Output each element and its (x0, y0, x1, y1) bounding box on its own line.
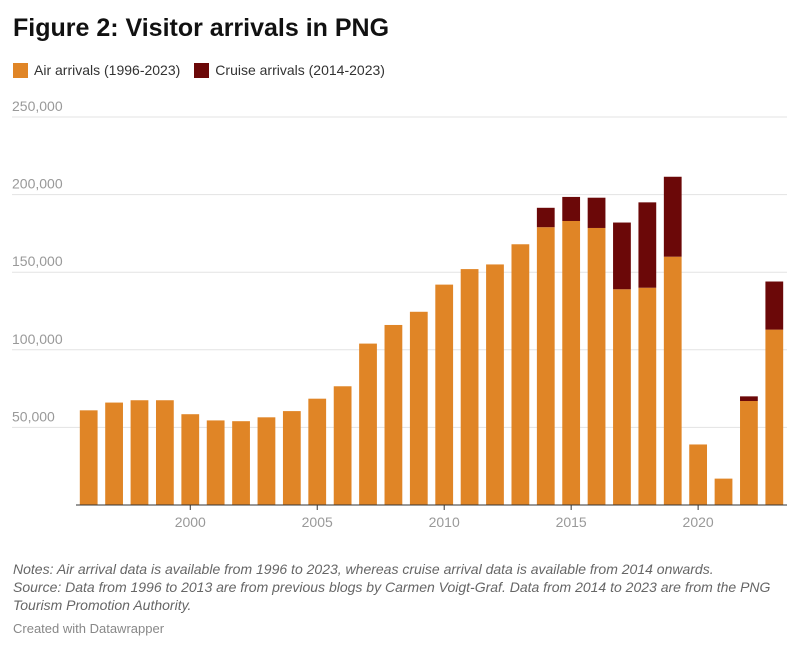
bar-air-2005 (308, 398, 327, 505)
bar-air-2016 (587, 227, 606, 505)
bar-air-1998 (130, 400, 149, 505)
legend-item-cruise: Cruise arrivals (2014-2023) (194, 62, 385, 78)
bar-air-2009 (409, 311, 428, 505)
bar-air-1999 (155, 400, 174, 505)
bar-cruise-2014 (536, 207, 555, 228)
y-tick-label: 50,000 (12, 408, 55, 424)
chart-notes: Notes: Air arrival data is available fro… (13, 560, 788, 614)
bar-air-2012 (486, 264, 504, 505)
notes-line-1: Notes: Air arrival data is available fro… (13, 561, 714, 577)
chart-title: Figure 2: Visitor arrivals in PNG (13, 14, 390, 42)
x-tick-label: 2000 (175, 514, 206, 530)
grid-lines (12, 116, 787, 428)
x-tick-label: 2015 (556, 514, 587, 530)
bar-air-2021 (714, 478, 733, 505)
bar-air-2018 (638, 287, 657, 505)
legend-swatch-air (13, 62, 28, 78)
bar-cruise-2015 (562, 196, 581, 221)
bar-air-2000 (181, 414, 200, 505)
bar-air-2004 (282, 411, 301, 505)
x-tick-label: 2020 (683, 514, 714, 530)
bar-air-2010 (435, 284, 454, 505)
bars (79, 176, 784, 505)
y-tick-label: 150,000 (12, 253, 63, 269)
bar-cruise-2018 (638, 202, 657, 288)
legend-swatch-cruise (194, 62, 210, 78)
bar-cruise-2023 (765, 281, 784, 330)
bar-air-2014 (536, 227, 555, 505)
bar-air-2007 (359, 343, 377, 505)
credit-text: Created with Datawrapper (13, 621, 165, 636)
legend-label-air: Air arrivals (1996-2023) (34, 62, 181, 78)
bar-air-2002 (232, 421, 250, 505)
bar-cruise-2022 (740, 396, 758, 402)
x-tick-label: 2005 (302, 514, 333, 530)
bar-air-1997 (105, 402, 123, 505)
bar-air-2003 (257, 417, 276, 505)
bar-air-2020 (689, 444, 708, 505)
bar-air-2008 (384, 324, 403, 505)
bar-cruise-2016 (587, 197, 606, 228)
legend-label-cruise: Cruise arrivals (2014-2023) (215, 62, 385, 78)
bar-air-2017 (613, 289, 631, 505)
bar-cruise-2017 (613, 222, 631, 290)
bar-cruise-2019 (663, 176, 682, 257)
y-tick-label: 100,000 (12, 331, 63, 347)
axes: 50,000 100,000 150,000 200,000 250,000 2000 20… (12, 100, 787, 530)
y-tick-label: 200,000 (12, 176, 63, 192)
bar-air-2023 (765, 329, 784, 505)
bar-air-2019 (663, 256, 682, 505)
bar-air-2015 (562, 220, 581, 505)
legend: Air arrivals (1996-2023) Cruise arrivals… (13, 62, 399, 78)
x-tick-label: 2010 (429, 514, 460, 530)
bar-air-2011 (460, 269, 479, 505)
bar-chart: 50,000 100,000 150,000 200,000 250,000 2000 20… (12, 100, 787, 530)
bar-air-2001 (206, 420, 225, 505)
bar-air-2006 (333, 386, 352, 505)
bar-air-2013 (511, 244, 530, 505)
bar-air-2022 (740, 401, 758, 505)
y-tick-label: 250,000 (12, 100, 63, 114)
legend-item-air: Air arrivals (1996-2023) (13, 62, 180, 78)
notes-source: Source: Data from 1996 to 2013 are from … (13, 579, 771, 613)
bar-air-1996 (79, 410, 98, 505)
